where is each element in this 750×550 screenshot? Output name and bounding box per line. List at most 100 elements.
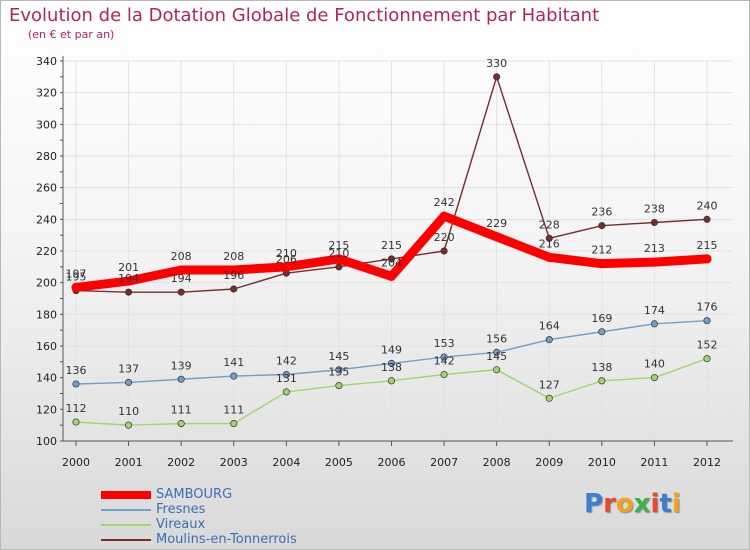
data-point	[493, 348, 501, 356]
data-label: 240	[697, 199, 718, 212]
data-point	[598, 222, 606, 230]
data-label: 138	[381, 361, 402, 374]
data-label: 145	[486, 350, 507, 363]
x-tick-label: 2005	[325, 456, 353, 469]
legend-item: Fresnes	[101, 502, 297, 517]
proxiti-logo: Proxiti	[584, 489, 681, 519]
data-point	[125, 421, 133, 429]
data-point	[230, 285, 238, 293]
data-label: 206	[276, 253, 297, 266]
data-point	[335, 382, 343, 390]
data-label: 142	[276, 355, 297, 368]
data-label: 111	[223, 404, 244, 417]
chart-legend: SAMBOURG Fresnes Vireaux Moulins-en-Tonnerr…	[101, 487, 297, 547]
data-label: 197	[66, 267, 87, 280]
data-label: 204	[381, 256, 402, 269]
data-point	[230, 420, 238, 428]
data-point	[282, 370, 290, 379]
data-point	[493, 73, 501, 81]
legend-item: SAMBOURG	[101, 487, 297, 502]
x-tick-label: 2002	[167, 456, 195, 469]
data-point	[545, 234, 553, 242]
data-point	[72, 380, 80, 388]
data-point	[703, 317, 711, 325]
data-label: 194	[171, 272, 192, 285]
x-tick-label: 2001	[115, 456, 143, 469]
logo-letter: o	[615, 489, 634, 519]
data-label: 127	[539, 378, 560, 391]
data-label: 229	[486, 217, 507, 230]
data-point	[650, 218, 658, 227]
x-tick-label: 2007	[430, 456, 458, 469]
y-tick-label: 100	[36, 435, 57, 448]
data-label: 196	[223, 269, 244, 282]
data-point	[387, 255, 396, 263]
data-point	[387, 377, 396, 385]
data-label: 208	[171, 250, 192, 263]
data-point	[703, 355, 711, 363]
data-label: 201	[118, 261, 139, 274]
data-label: 140	[644, 358, 665, 371]
data-point	[649, 257, 659, 267]
data-point	[125, 288, 133, 296]
logo-letter: t	[659, 489, 672, 519]
data-label: 135	[328, 366, 349, 379]
x-tick-label: 2008	[483, 456, 511, 469]
x-tick-label: 2010	[588, 456, 616, 469]
data-label: 242	[434, 196, 455, 209]
data-label: 238	[644, 203, 665, 216]
data-label: 138	[591, 361, 612, 374]
data-label: 141	[223, 356, 244, 369]
y-tick-label: 320	[36, 87, 57, 100]
x-tick-label: 2012	[693, 456, 721, 469]
data-label: 111	[171, 404, 192, 417]
data-label: 215	[381, 239, 402, 252]
data-point	[598, 328, 606, 336]
logo-letter: x	[633, 489, 651, 519]
logo-letter: i	[650, 489, 660, 519]
chart-subtitle: (en € et par an)	[28, 28, 115, 41]
data-point	[176, 265, 186, 275]
data-point	[177, 288, 185, 296]
data-point	[544, 252, 554, 262]
data-label: 153	[434, 337, 455, 350]
data-label: 137	[118, 362, 139, 375]
data-point	[597, 259, 607, 269]
y-tick-label: 340	[36, 55, 57, 68]
legend-swatch	[101, 523, 151, 526]
data-point	[440, 353, 448, 361]
data-point	[177, 375, 185, 383]
data-label: 220	[434, 231, 455, 244]
data-point	[124, 276, 134, 286]
data-label: 149	[381, 343, 402, 356]
y-tick-label: 260	[36, 182, 57, 195]
data-label: 164	[539, 320, 560, 333]
data-label: 152	[697, 339, 718, 352]
y-tick-label: 220	[36, 245, 57, 258]
data-label: 142	[434, 355, 455, 368]
data-point	[650, 320, 658, 328]
data-label: 212	[591, 244, 612, 257]
legend-label: Fresnes	[156, 502, 206, 517]
data-point	[335, 366, 343, 374]
data-label: 236	[591, 206, 612, 219]
data-point	[71, 282, 81, 292]
data-point	[335, 263, 343, 271]
data-label: 213	[644, 242, 665, 255]
data-label: 139	[171, 359, 192, 372]
legend-swatch	[101, 490, 151, 499]
data-point	[125, 378, 133, 386]
data-point	[493, 366, 501, 374]
data-label: 136	[66, 364, 87, 377]
data-label: 215	[328, 239, 349, 252]
data-label: 208	[223, 250, 244, 263]
data-label: 195	[66, 271, 87, 284]
logo-letter: i	[671, 489, 681, 519]
data-point	[545, 336, 553, 344]
data-label: 145	[328, 350, 349, 363]
legend-label: Moulins-en-Tonnerrois	[156, 532, 297, 547]
data-point	[282, 388, 290, 396]
logo-letter: P	[584, 489, 604, 519]
